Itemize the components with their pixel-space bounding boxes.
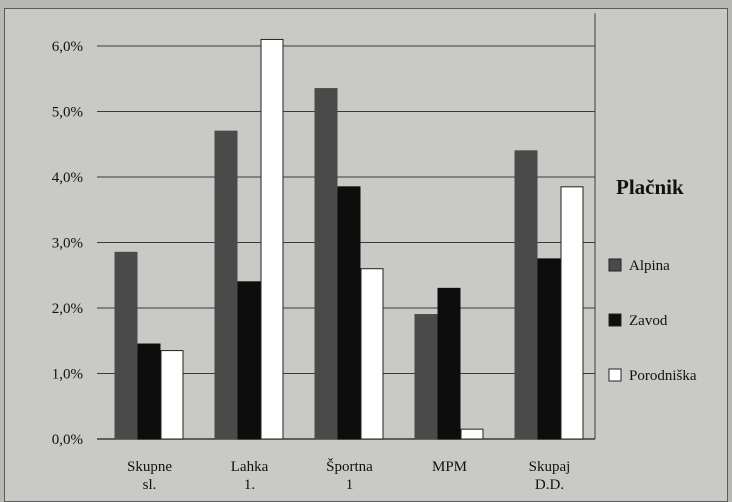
legend-swatch (608, 258, 622, 272)
chart-frame: 0,0% 1,0% 2,0% 3,0% 4,0% 5,0% 6,0% Skupne sl. La… (4, 8, 728, 502)
legend: Plačnik Alpina Zavod Porodniška (608, 175, 697, 384)
bar-zavod-2 (337, 186, 361, 440)
x-category-label: sl. (143, 477, 157, 493)
x-category-label: D.D. (535, 477, 564, 493)
y-tick-label: 0,0% (52, 432, 83, 448)
bar-porodni-ka-1 (260, 38, 284, 440)
x-category-label: Skupne (127, 459, 172, 475)
y-axis-ticks: 0,0% 1,0% 2,0% 3,0% 4,0% 5,0% 6,0% (52, 39, 83, 448)
bar-porodni-ka-0 (160, 350, 184, 440)
bar-chart: 0,0% 1,0% 2,0% 3,0% 4,0% 5,0% 6,0% Skupne sl. La… (52, 13, 697, 493)
x-category-label: MPM (432, 459, 467, 475)
x-axis-categories: Skupne sl. Lahka 1. Športna 1 MPM Skupaj D.D. (127, 458, 570, 493)
y-tick-label: 4,0% (52, 170, 83, 186)
y-tick-label: 3,0% (52, 236, 83, 252)
bars (114, 38, 584, 440)
legend-label: Alpina (629, 258, 670, 274)
bar-alpina-4 (514, 150, 538, 440)
bar-porodni-ka-2 (360, 268, 384, 440)
bar-porodni-ka-4 (560, 186, 584, 440)
x-category-label: Lahka (231, 459, 269, 475)
y-tick-label: 1,0% (52, 367, 83, 383)
bar-alpina-0 (114, 251, 138, 440)
bar-zavod-1 (237, 281, 261, 440)
legend-label: Porodniška (629, 368, 697, 384)
bar-zavod-0 (137, 343, 161, 440)
legend-label: Zavod (629, 313, 668, 329)
y-tick-label: 6,0% (52, 39, 83, 55)
bar-alpina-1 (214, 130, 238, 440)
x-category-label: 1 (346, 477, 354, 493)
y-tick-label: 5,0% (52, 105, 83, 121)
legend-swatch (608, 313, 622, 327)
bar-alpina-3 (414, 314, 438, 440)
legend-title: Plačnik (616, 175, 684, 199)
bar-zavod-3 (437, 287, 461, 440)
x-category-label: 1. (244, 477, 255, 493)
legend-swatch (608, 368, 622, 382)
bar-porodni-ka-3 (460, 428, 484, 440)
x-category-label: Skupaj (529, 459, 571, 475)
y-tick-label: 2,0% (52, 301, 83, 317)
x-category-label: Športna (326, 458, 373, 475)
bar-alpina-2 (314, 88, 338, 440)
bar-zavod-4 (537, 258, 561, 440)
